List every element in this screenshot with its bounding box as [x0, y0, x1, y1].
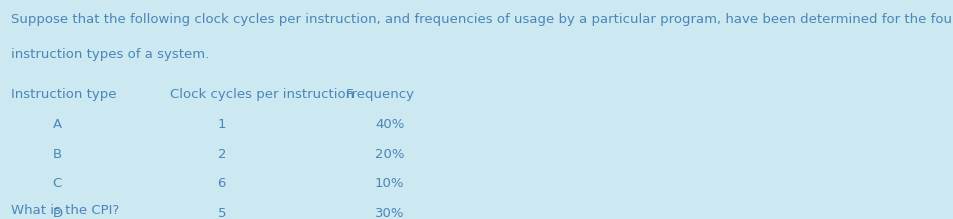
Text: D: D — [52, 207, 63, 219]
Text: 40%: 40% — [375, 118, 404, 131]
Text: C: C — [52, 177, 62, 190]
Text: 6: 6 — [217, 177, 226, 190]
Text: Clock cycles per instruction: Clock cycles per instruction — [170, 88, 354, 101]
Text: Instruction type: Instruction type — [11, 88, 117, 101]
Text: instruction types of a system.: instruction types of a system. — [11, 48, 210, 61]
Text: Frequency: Frequency — [345, 88, 414, 101]
Text: 10%: 10% — [375, 177, 404, 190]
Text: 20%: 20% — [375, 148, 404, 161]
Text: Suppose that the following clock cycles per instruction, and frequencies of usag: Suppose that the following clock cycles … — [11, 13, 953, 26]
Text: A: A — [52, 118, 62, 131]
Text: What is the CPI?: What is the CPI? — [11, 204, 119, 217]
Text: 30%: 30% — [375, 207, 404, 219]
Text: B: B — [52, 148, 62, 161]
Text: 5: 5 — [217, 207, 226, 219]
Text: 1: 1 — [217, 118, 226, 131]
Text: 2: 2 — [217, 148, 226, 161]
